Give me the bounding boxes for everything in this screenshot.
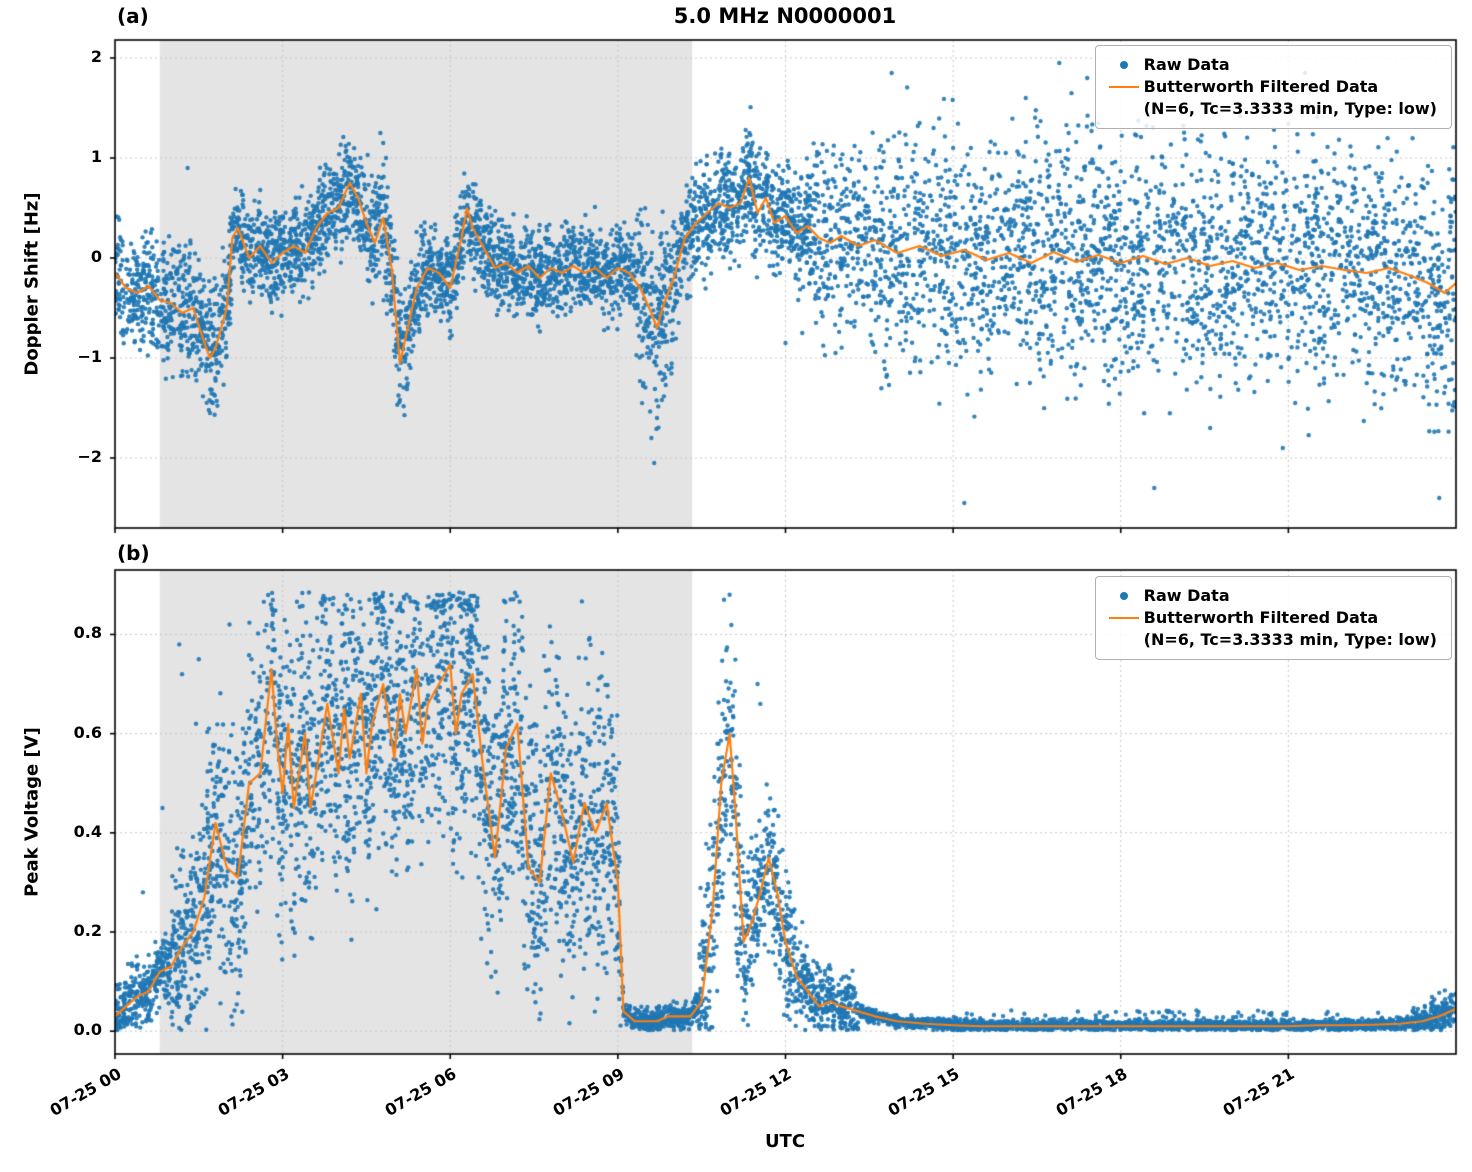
raw-data-marker-icon (1104, 585, 1144, 607)
y-tick-label: −1 (77, 347, 102, 366)
panel-b-label: (b) (117, 541, 150, 565)
y-tick-label: 2 (90, 47, 102, 66)
legend-filtered-row: Butterworth Filtered Data (N=6, Tc=3.333… (1104, 76, 1437, 120)
filtered-line-marker-icon (1104, 607, 1144, 629)
raw-data-marker-icon (1104, 54, 1144, 76)
y-tick-label: 1 (90, 147, 102, 166)
filtered-data-label: Butterworth Filtered Data (1143, 608, 1379, 627)
legend-raw-row: Raw Data (1104, 585, 1437, 607)
filtered-data-label: Butterworth Filtered Data (1143, 77, 1379, 96)
raw-data-label: Raw Data (1143, 55, 1230, 74)
x-axis-label: UTC (764, 1131, 806, 1152)
y-tick-label: 0.4 (73, 821, 102, 841)
panel-a-label: (a) (117, 4, 149, 28)
filtered-data-params: (N=6, Tc=3.3333 min, Type: low) (1143, 630, 1437, 649)
filtered-data-params: (N=6, Tc=3.3333 min, Type: low) (1143, 99, 1437, 118)
y-tick-label: 0.0 (73, 1020, 102, 1040)
panel-b-legend: Raw Data Butterworth Filtered Data (N=6,… (1094, 576, 1452, 660)
y-tick-label: 0 (90, 247, 102, 266)
legend-raw-row: Raw Data (1104, 54, 1437, 76)
filtered-line-marker-icon (1104, 76, 1144, 98)
figure-title: 5.0 MHz N0000001 (673, 4, 897, 28)
panel-a-legend: Raw Data Butterworth Filtered Data (N=6,… (1094, 45, 1452, 129)
y-tick-label: −2 (77, 447, 102, 466)
y-tick-label: 0.8 (73, 623, 102, 643)
legend-filtered-row: Butterworth Filtered Data (N=6, Tc=3.333… (1104, 607, 1437, 651)
raw-data-label: Raw Data (1143, 586, 1230, 605)
y-tick-label: 0.2 (73, 921, 102, 940)
y-tick-label: 0.6 (73, 722, 102, 742)
panel-b-ylabel: Peak Voltage [V] (21, 727, 43, 897)
